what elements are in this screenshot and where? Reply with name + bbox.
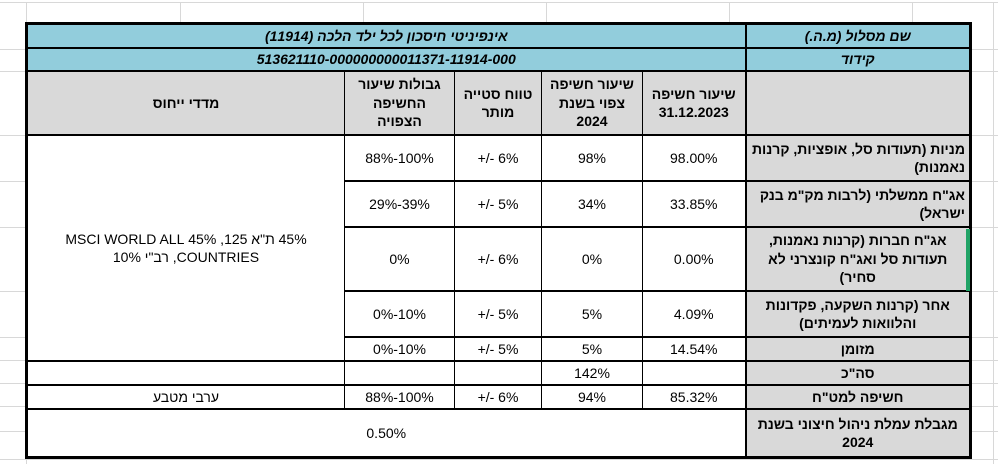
- cell-benchmark-total[interactable]: [26, 360, 345, 386]
- cell-category-cash[interactable]: מזומן: [744, 336, 971, 362]
- cell-fee-limit-value[interactable]: 0.50%: [26, 408, 746, 459]
- gridline-row: [971, 181, 998, 182]
- gridline-top-v2: [363, 2, 364, 22]
- gridline-row: [0, 135, 26, 136]
- cell-deviation-fx[interactable]: +/- 6%: [454, 384, 542, 410]
- gridline-row: [971, 383, 998, 384]
- gridline-row: [0, 181, 26, 182]
- gridline-row: [971, 406, 998, 407]
- cell-header-bounds[interactable]: גבולות שיעור החשיפה הצפויה: [344, 70, 455, 136]
- gridline-row: [971, 227, 998, 228]
- gridline-top-v1: [180, 2, 181, 22]
- cell-bounds-other[interactable]: 0%-10%: [344, 290, 455, 338]
- exposure-table: שם מסלול (מ.ה.) אינפיניטי חיסכון לכל ילד…: [25, 22, 972, 459]
- cell-header-expected[interactable]: שיעור חשיפה צפוי בשנת 2024: [541, 70, 643, 136]
- gridline-right-col: [993, 2, 994, 464]
- gridline-row: [0, 360, 26, 361]
- cell-deviation-corp-bonds[interactable]: +/- 6%: [454, 226, 542, 292]
- gridline-row: [971, 49, 998, 50]
- cell-actual-gov-bonds[interactable]: 33.85%: [642, 180, 746, 228]
- gridline-row: [0, 291, 26, 292]
- gridline-top-v3: [546, 2, 547, 22]
- cell-bounds-fx[interactable]: 88%-100%: [344, 384, 455, 410]
- cell-expected-gov-bonds[interactable]: 34%: [541, 180, 643, 228]
- cell-actual-stocks[interactable]: 98.00%: [642, 134, 746, 182]
- gridline-top: [0, 2, 998, 3]
- cell-deviation-cash[interactable]: +/- 5%: [454, 336, 542, 362]
- cell-deviation-gov-bonds[interactable]: +/- 5%: [454, 180, 542, 228]
- gridline-row: [971, 135, 998, 136]
- cell-category-fee-limit[interactable]: מגבלת עמלת ניהול חיצוני בשנת 2024: [744, 408, 971, 459]
- cell-header-actual[interactable]: שיעור חשיפה 31.12.2023: [642, 70, 746, 136]
- cell-bounds-corp-bonds[interactable]: 0%: [344, 226, 455, 292]
- gridline-bottom: [0, 459, 998, 460]
- cell-bounds-stocks[interactable]: 88%-100%: [344, 134, 455, 182]
- cell-expected-corp-bonds[interactable]: 0%: [541, 226, 643, 292]
- gridline-row: [0, 406, 26, 407]
- cell-actual-total[interactable]: [642, 360, 746, 386]
- cell-deviation-other[interactable]: +/- 5%: [454, 290, 542, 338]
- cell-actual-other[interactable]: 4.09%: [642, 290, 746, 338]
- cell-bounds-total[interactable]: [344, 360, 455, 386]
- cell-category-total[interactable]: סה"כ: [744, 360, 971, 386]
- cell-header-deviation[interactable]: טווח סטייה מותר: [454, 70, 542, 136]
- gridline-row: [0, 227, 26, 228]
- gridline-top-v5: [912, 2, 913, 22]
- cell-expected-total[interactable]: 142%: [541, 360, 643, 386]
- cell-deviation-total[interactable]: [454, 360, 542, 386]
- gridline-row: [971, 360, 998, 361]
- cell-actual-cash[interactable]: 14.54%: [642, 336, 746, 362]
- gridline-top-v4: [729, 2, 730, 22]
- cell-code-value[interactable]: 513621110-000000000011371-11914-000: [26, 47, 746, 72]
- cell-bounds-gov-bonds[interactable]: 29%-39%: [344, 180, 455, 228]
- gridline-row: [971, 431, 998, 432]
- gridline-row: [0, 71, 26, 72]
- cell-expected-other[interactable]: 5%: [541, 290, 643, 338]
- cell-expected-fx[interactable]: 94%: [541, 384, 643, 410]
- cell-benchmark-fx[interactable]: ערבי מטבע: [26, 384, 345, 410]
- cell-track-name-label[interactable]: שם מסלול (מ.ה.): [744, 22, 971, 49]
- cell-expected-stocks[interactable]: 98%: [541, 134, 643, 182]
- gridline-row: [0, 337, 26, 338]
- cell-code-label[interactable]: קידוד: [744, 47, 971, 72]
- green-border-accent: [966, 229, 970, 291]
- cell-category-stocks[interactable]: מניות (תעודות סל, אופציות, קרנות נאמנות): [744, 134, 971, 182]
- cell-category-other[interactable]: אחר (קרנות השקעה, פקדונות והלוואות לעמית…: [744, 290, 971, 338]
- cell-deviation-stocks[interactable]: +/- 6%: [454, 134, 542, 182]
- cell-category-gov-bonds[interactable]: אג"ח ממשלתי (לרבות מק"מ בנק ישראל): [744, 180, 971, 228]
- cell-header-category[interactable]: [744, 70, 971, 136]
- cell-category-fx[interactable]: חשיפה למט"ח: [744, 384, 971, 410]
- gridline-row: [971, 291, 998, 292]
- cell-track-title[interactable]: אינפיניטי חיסכון לכל ילד הלכה (11914): [26, 22, 746, 49]
- cell-category-corp-bonds[interactable]: אג"ח חברות (קרנות נאמנות, תעודות סל ואג"…: [744, 226, 971, 292]
- cell-expected-cash[interactable]: 5%: [541, 336, 643, 362]
- gridline-row: [0, 383, 26, 384]
- cell-actual-corp-bonds[interactable]: 0.00%: [642, 226, 746, 292]
- cell-header-benchmark[interactable]: מדדי ייחוס: [26, 70, 345, 136]
- cell-benchmark-indices[interactable]: 45% ת"א 125, 45% MSCI WORLD ALL COUNTRIE…: [26, 134, 345, 362]
- cell-actual-fx[interactable]: 85.32%: [642, 384, 746, 410]
- gridline-row: [0, 49, 26, 50]
- cell-bounds-cash[interactable]: 0%-10%: [344, 336, 455, 362]
- gridline-row: [971, 337, 998, 338]
- gridline-row: [971, 71, 998, 72]
- gridline-row: [0, 431, 26, 432]
